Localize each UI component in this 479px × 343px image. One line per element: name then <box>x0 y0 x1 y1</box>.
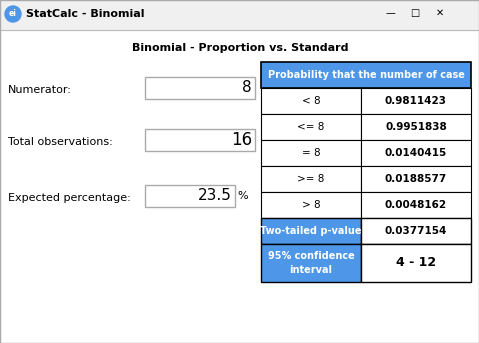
Text: Probability that the number of case: Probability that the number of case <box>268 70 465 80</box>
Text: Expected percentage:: Expected percentage: <box>8 193 131 203</box>
Bar <box>261 244 361 282</box>
Text: □: □ <box>411 8 420 18</box>
Text: = 8: = 8 <box>302 148 320 158</box>
Bar <box>361 166 471 192</box>
Text: Binomial - Proportion vs. Standard: Binomial - Proportion vs. Standard <box>132 43 348 53</box>
Bar <box>145 185 235 207</box>
Bar <box>361 218 471 244</box>
Text: ✕: ✕ <box>436 8 444 18</box>
Bar <box>361 114 471 140</box>
Text: 0.0377154: 0.0377154 <box>385 226 447 236</box>
Text: %: % <box>237 191 248 201</box>
Text: 8: 8 <box>242 81 252 95</box>
Bar <box>145 77 255 99</box>
Text: Two-tailed p-value: Two-tailed p-value <box>260 226 362 236</box>
Text: StatCalc - Binomial: StatCalc - Binomial <box>26 9 145 19</box>
Bar <box>261 62 471 88</box>
Text: >= 8: >= 8 <box>297 174 325 184</box>
Text: 16: 16 <box>231 131 252 149</box>
Bar <box>361 244 471 282</box>
Bar <box>261 192 361 218</box>
Text: 95% confidence
interval: 95% confidence interval <box>268 251 354 275</box>
Text: 0.0188577: 0.0188577 <box>385 174 447 184</box>
Text: < 8: < 8 <box>302 96 320 106</box>
Bar <box>261 218 361 244</box>
Bar <box>0 0 479 30</box>
Text: —: — <box>385 8 395 18</box>
Bar <box>361 192 471 218</box>
Bar <box>261 114 361 140</box>
Text: 0.0140415: 0.0140415 <box>385 148 447 158</box>
Bar <box>361 88 471 114</box>
Text: 23.5: 23.5 <box>198 189 232 203</box>
Text: 0.0048162: 0.0048162 <box>385 200 447 210</box>
Text: ei: ei <box>9 10 17 19</box>
Circle shape <box>5 6 21 22</box>
Text: Total observations:: Total observations: <box>8 137 113 147</box>
Text: 0.9811423: 0.9811423 <box>385 96 447 106</box>
Text: 4 - 12: 4 - 12 <box>396 257 436 270</box>
Bar <box>361 140 471 166</box>
Text: > 8: > 8 <box>302 200 320 210</box>
Text: Numerator:: Numerator: <box>8 85 72 95</box>
Text: <= 8: <= 8 <box>297 122 325 132</box>
Text: 0.9951838: 0.9951838 <box>385 122 447 132</box>
Bar <box>261 140 361 166</box>
Bar <box>261 88 361 114</box>
Bar <box>261 166 361 192</box>
Bar <box>145 129 255 151</box>
